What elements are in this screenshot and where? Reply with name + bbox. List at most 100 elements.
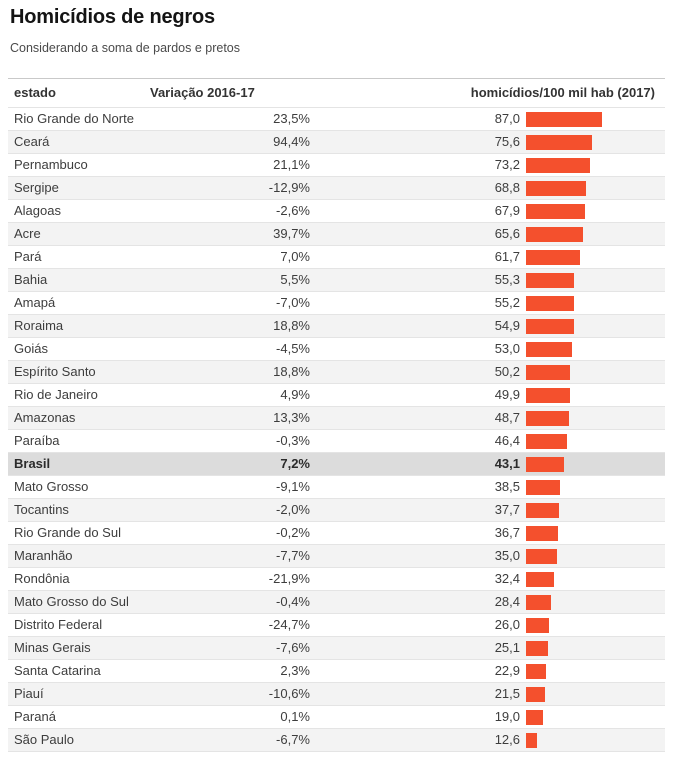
rate-cell: 65,6 — [494, 226, 520, 241]
rate-group: 54,9 — [310, 315, 665, 337]
state-cell: Brasil — [14, 456, 51, 471]
rate-cell: 68,8 — [494, 180, 520, 195]
rate-bar — [526, 227, 584, 242]
state-cell: Rio Grande do Sul — [14, 525, 121, 540]
bar-cell — [520, 361, 665, 383]
rate-cell: 55,2 — [494, 295, 520, 310]
state-cell: Alagoas — [14, 203, 61, 218]
variation-cell: -6,7% — [276, 732, 310, 747]
rate-group: 35,0 — [310, 545, 665, 567]
bar-cell — [520, 453, 665, 475]
table-header-row: estado Variação 2016-17 homicídios/100 m… — [8, 79, 665, 107]
state-cell: Maranhão — [14, 548, 73, 563]
rate-cell: 21,5 — [494, 686, 520, 701]
table-row: Rondônia -21,9% 32,4 — [8, 567, 665, 590]
table-row: Distrito Federal -24,7% 26,0 — [8, 613, 665, 636]
table-row: Alagoas -2,6% 67,9 — [8, 199, 665, 222]
state-cell: Pernambuco — [14, 157, 88, 172]
rate-cell: 46,4 — [494, 433, 520, 448]
state-cell: Tocantins — [14, 502, 69, 517]
rate-bar — [526, 457, 564, 472]
state-cell: Paraíba — [14, 433, 60, 448]
state-cell: Mato Grosso — [14, 479, 89, 494]
table-row: Paraíba -0,3% 46,4 — [8, 429, 665, 452]
bar-cell — [520, 637, 665, 659]
rate-bar — [526, 572, 555, 587]
bar-cell — [520, 108, 665, 130]
rate-bar — [526, 503, 559, 518]
bar-cell — [520, 614, 665, 636]
bar-cell — [520, 522, 665, 544]
table-row: Mato Grosso -9,1% 38,5 — [8, 475, 665, 498]
state-cell: São Paulo — [14, 732, 74, 747]
variation-cell: 94,4% — [273, 134, 310, 149]
rate-group: 28,4 — [310, 591, 665, 613]
rate-cell: 54,9 — [494, 318, 520, 333]
rate-bar — [526, 641, 548, 656]
table-row: Amazonas 13,3% 48,7 — [8, 406, 665, 429]
variation-cell: -12,9% — [268, 180, 310, 195]
state-cell: Mato Grosso do Sul — [14, 594, 129, 609]
rate-cell: 53,0 — [494, 341, 520, 356]
rate-bar — [526, 687, 545, 702]
table-row: Rio de Janeiro 4,9% 49,9 — [8, 383, 665, 406]
variation-cell: -2,0% — [276, 502, 310, 517]
bar-cell — [520, 315, 665, 337]
variation-cell: -21,9% — [268, 571, 310, 586]
variation-cell: 13,3% — [273, 410, 310, 425]
variation-cell: -0,3% — [276, 433, 310, 448]
table-row: Maranhão -7,7% 35,0 — [8, 544, 665, 567]
rate-bar — [526, 549, 557, 564]
rate-group: 65,6 — [310, 223, 665, 245]
bar-cell — [520, 430, 665, 452]
variation-cell: -7,6% — [276, 640, 310, 655]
variation-cell: 7,0% — [280, 249, 310, 264]
page-title: Homicídios de negros — [10, 6, 215, 28]
rate-bar — [526, 250, 580, 265]
state-cell: Distrito Federal — [14, 617, 103, 632]
bar-cell — [520, 683, 665, 705]
rate-cell: 55,3 — [494, 272, 520, 287]
variation-cell: 18,8% — [273, 318, 310, 333]
state-cell: Paraná — [14, 709, 56, 724]
bar-cell — [520, 499, 665, 521]
variation-cell: 0,1% — [280, 709, 310, 724]
rate-group: 50,2 — [310, 361, 665, 383]
table-row: Sergipe -12,9% 68,8 — [8, 176, 665, 199]
table-row: Paraná 0,1% 19,0 — [8, 705, 665, 728]
rate-group: 55,3 — [310, 269, 665, 291]
bar-cell — [520, 568, 665, 590]
bar-cell — [520, 384, 665, 406]
table-row: Rio Grande do Sul -0,2% 36,7 — [8, 521, 665, 544]
column-header-state: estado — [14, 85, 56, 100]
rate-group: 87,0 — [310, 108, 665, 130]
rate-bar — [526, 112, 602, 127]
table-row: Espírito Santo 18,8% 50,2 — [8, 360, 665, 383]
rate-group: 68,8 — [310, 177, 665, 199]
rate-group: 53,0 — [310, 338, 665, 360]
table-row: Tocantins -2,0% 37,7 — [8, 498, 665, 521]
rate-cell: 28,4 — [494, 594, 520, 609]
rate-cell: 19,0 — [494, 709, 520, 724]
table-row: Brasil 7,2% 43,1 — [8, 452, 665, 475]
variation-cell: -0,4% — [276, 594, 310, 609]
bar-cell — [520, 591, 665, 613]
table-row: Santa Catarina 2,3% 22,9 — [8, 659, 665, 682]
table-row: Roraima 18,8% 54,9 — [8, 314, 665, 337]
rate-bar — [526, 365, 570, 380]
state-cell: Santa Catarina — [14, 663, 101, 678]
rate-group: 46,4 — [310, 430, 665, 452]
rate-cell: 61,7 — [494, 249, 520, 264]
rate-group: 55,2 — [310, 292, 665, 314]
rate-group: 12,6 — [310, 729, 665, 751]
rate-cell: 75,6 — [494, 134, 520, 149]
table-row: Rio Grande do Norte 23,5% 87,0 — [8, 107, 665, 130]
state-cell: Sergipe — [14, 180, 59, 195]
state-cell: Amazonas — [14, 410, 76, 425]
variation-cell: -7,7% — [276, 548, 310, 563]
variation-cell: 2,3% — [280, 663, 310, 678]
variation-cell: -9,1% — [276, 479, 310, 494]
variation-cell: -2,6% — [276, 203, 310, 218]
state-cell: Rio Grande do Norte — [14, 111, 134, 126]
